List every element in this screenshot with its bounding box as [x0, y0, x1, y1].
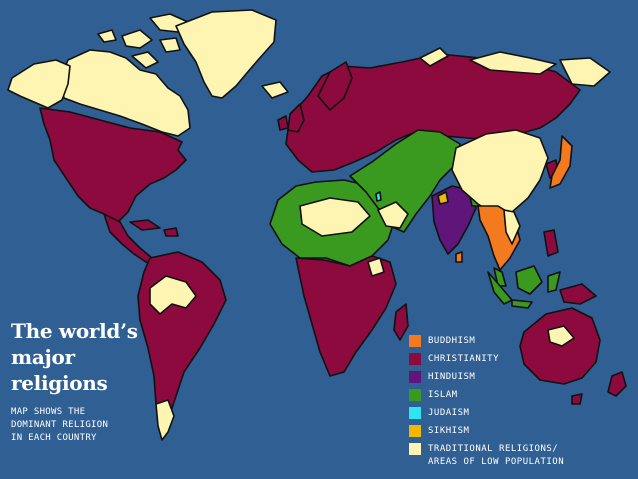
china-mongolia: [451, 129, 549, 215]
sumatra: [487, 271, 513, 305]
vietnam: [503, 209, 521, 245]
southern-africa: [295, 255, 397, 377]
philippines: [543, 229, 559, 257]
legend-swatch-sikhism: [409, 425, 421, 437]
sri-lanka: [455, 251, 463, 263]
legend-item-islam: ISLAM: [409, 387, 634, 405]
japan: [549, 135, 573, 189]
legend-label-hinduism: HINDUISM: [428, 372, 476, 382]
israel: [375, 191, 382, 202]
north-america: [39, 107, 187, 223]
legend-item-sikhism: SIKHISM: [409, 423, 634, 441]
hispaniola: [163, 227, 179, 237]
europe-russia: [285, 53, 581, 173]
legend-item-hinduism: HINDUISM: [409, 369, 634, 387]
siberia-north: [469, 51, 557, 75]
north-canada-arctic: [59, 49, 191, 137]
arctic-island-2: [121, 29, 153, 49]
legend-item-traditional: TRADITIONAL RELIGIONS/ AREAS OF LOW POPU…: [409, 441, 634, 473]
legend-label-traditional: TRADITIONAL RELIGIONS/ AREAS OF LOW POPU…: [428, 444, 565, 467]
legend-swatch-traditional: [409, 443, 421, 455]
arctic-island-3: [131, 51, 159, 69]
legend-label-sikhism: SIKHISM: [428, 426, 470, 436]
amazon-basin: [149, 275, 197, 315]
legend-swatch-buddhism: [409, 335, 421, 347]
arctic-island-4: [97, 29, 117, 43]
legend-label-buddhism: BUDDHISM: [428, 336, 476, 346]
new-guinea: [559, 283, 597, 305]
borneo: [515, 265, 543, 295]
kamchatka: [559, 57, 611, 87]
cuba: [129, 219, 161, 231]
tasmania: [571, 393, 583, 405]
iceland: [261, 81, 289, 99]
map-title-line: religions: [11, 371, 108, 395]
map-subtitle-line: MAP SHOWS THE: [11, 407, 86, 417]
legend-label-christianity: CHRISTIANITY: [428, 354, 500, 364]
scandinavia: [317, 61, 353, 111]
south-america: [137, 251, 227, 431]
novaya-zemlya: [419, 47, 449, 67]
arctic-island-5: [159, 37, 181, 53]
arabia-desert: [377, 201, 409, 229]
new-zealand: [607, 371, 627, 397]
legend-swatch-hinduism: [409, 371, 421, 383]
legend-swatch-islam: [409, 389, 421, 401]
legend-label-judaism: JUDAISM: [428, 408, 470, 418]
ireland: [277, 115, 289, 131]
punjab: [437, 191, 449, 205]
legend-label-islam: ISLAM: [428, 390, 458, 400]
greenland: [175, 9, 277, 99]
map-title-line: major: [11, 345, 75, 369]
patagonia: [155, 399, 175, 441]
map-subtitle-line: IN EACH COUNTRY: [11, 433, 97, 443]
central-africa-patch: [367, 257, 385, 277]
map-title: The world’s major religions: [11, 318, 151, 396]
map-title-block: The world’s major religions MAP SHOWS TH…: [11, 318, 151, 445]
legend: BUDDHISM CHRISTIANITY HINDUISM ISLAM JUD…: [409, 333, 634, 473]
legend-swatch-christianity: [409, 353, 421, 365]
map-title-line: The world’s: [11, 319, 138, 343]
map-subtitle-line: DOMINANT RELIGION: [11, 420, 109, 430]
sahara: [299, 197, 371, 237]
legend-swatch-judaism: [409, 407, 421, 419]
legend-item-christianity: CHRISTIANITY: [409, 351, 634, 369]
legend-item-judaism: JUDAISM: [409, 405, 634, 423]
madagascar: [393, 303, 409, 341]
alaska-yukon: [7, 59, 71, 109]
map-subtitle: MAP SHOWS THE DOMINANT RELIGION IN EACH …: [11, 406, 151, 445]
sulawesi: [547, 271, 561, 293]
legend-item-buddhism: BUDDHISM: [409, 333, 634, 351]
java: [511, 299, 533, 309]
australia-interior: [547, 325, 575, 347]
